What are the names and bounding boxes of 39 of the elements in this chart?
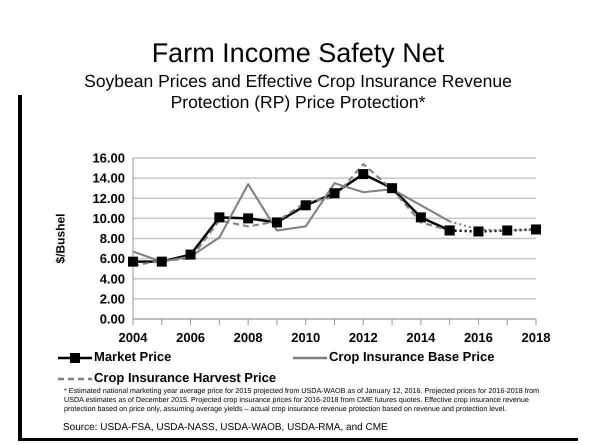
point	[444, 225, 455, 236]
point	[214, 212, 224, 222]
y-tick-label: 10.00	[92, 210, 125, 226]
point	[156, 256, 167, 267]
y-tick-label: 12.00	[92, 190, 125, 206]
point	[473, 226, 484, 236]
legend-label: Crop Insurance Harvest Price	[93, 370, 278, 385]
point	[387, 183, 398, 194]
y-tick-label: 2.00	[100, 291, 125, 306]
y-tick-label: 4.00	[100, 271, 125, 286]
y-tick-label: 6.00	[100, 251, 125, 266]
x-tick-label: 2010	[291, 330, 320, 346]
x-tick-label: 2018	[522, 330, 550, 346]
point	[300, 200, 311, 210]
point	[272, 217, 282, 228]
chart-title: Farm Income Safety Net	[150, 38, 446, 68]
x-tick-label: 2012	[348, 330, 378, 346]
x-tick-label: 2014	[406, 330, 436, 346]
point	[502, 225, 512, 236]
point	[243, 213, 254, 224]
y-tick-label: 14.00	[92, 170, 125, 186]
legend-label: Crop Insurance Base Price	[328, 349, 496, 364]
point	[531, 224, 541, 234]
point	[186, 250, 196, 260]
point	[358, 169, 368, 180]
point	[330, 188, 340, 198]
y-tick-label: 8.00	[100, 231, 125, 246]
x-tick-label: 2016	[464, 330, 493, 346]
point	[416, 212, 426, 222]
x-tick-label: 2006	[176, 330, 206, 346]
source-note: Source: USDA-FSA, USDA-NASS, USDA-WAOB, USDA-RMA, and CME	[63, 422, 388, 434]
y-tick-label: 16.00	[92, 150, 125, 166]
chart-subtitle: Soybean Prices and Effective Crop Insurance Revenue Protection (RP) Price Protection*	[83, 71, 513, 113]
y-axis-title: $/Bushel	[53, 213, 68, 264]
x-tick-label: 2008	[234, 330, 263, 346]
point	[128, 256, 138, 267]
legend-label: Market Price	[93, 349, 172, 364]
x-tick-label: 2004	[118, 330, 148, 346]
y-tick-label: 0.00	[100, 312, 125, 327]
